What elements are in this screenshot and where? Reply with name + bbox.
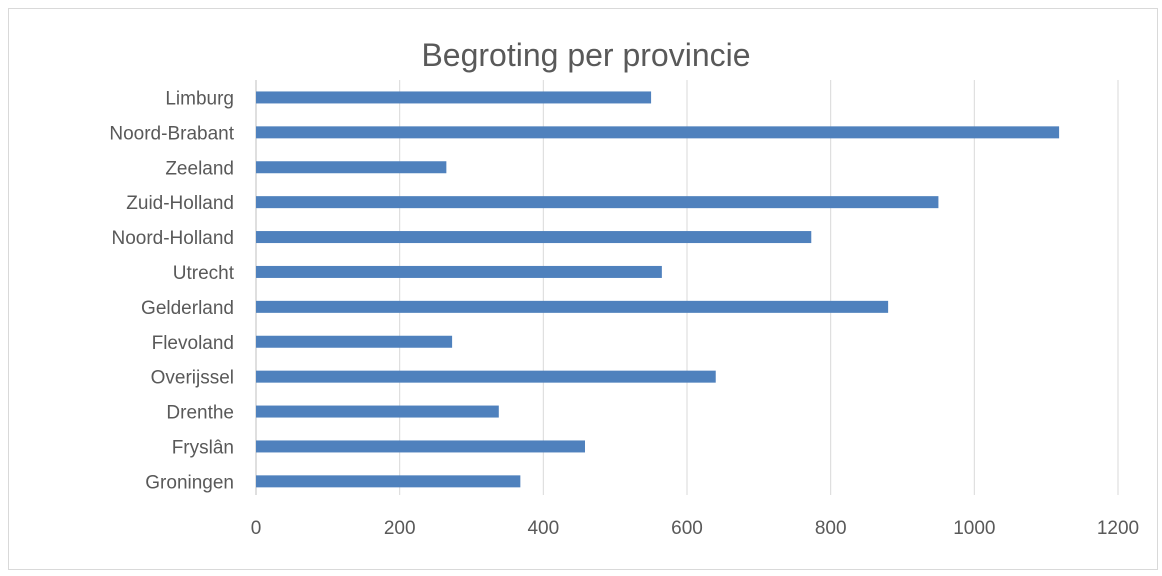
bar xyxy=(256,475,521,488)
bar xyxy=(256,370,716,383)
x-tick-label: 600 xyxy=(671,518,703,539)
category-label: Flevoland xyxy=(152,333,234,354)
bar xyxy=(256,335,453,348)
category-label: Noord-Holland xyxy=(111,228,234,249)
category-label: Fryslân xyxy=(172,437,234,458)
category-labels: Limburg Noord-Brabant Zeeland Zuid-Holland N… xyxy=(109,88,234,493)
category-label: Zeeland xyxy=(165,158,234,179)
bar xyxy=(256,161,447,174)
bar xyxy=(256,405,499,418)
bar xyxy=(256,196,939,209)
bar xyxy=(256,231,812,244)
x-tick-label: 800 xyxy=(815,518,847,539)
category-label: Utrecht xyxy=(173,263,235,284)
category-label: Overijssel xyxy=(151,368,234,389)
chart-title: Begroting per provincie xyxy=(421,37,750,73)
gridlines xyxy=(255,80,1119,495)
category-label: Limburg xyxy=(165,88,234,109)
bar xyxy=(256,91,652,104)
bar xyxy=(256,126,1060,139)
bar xyxy=(256,300,889,313)
x-tick-label: 200 xyxy=(384,518,416,539)
category-label: Gelderland xyxy=(141,298,234,319)
category-label: Groningen xyxy=(145,472,234,493)
category-label: Drenthe xyxy=(166,403,234,424)
bar xyxy=(256,265,662,278)
category-label: Noord-Brabant xyxy=(109,123,234,144)
x-tick-label: 400 xyxy=(527,518,559,539)
bar xyxy=(256,440,585,453)
bars xyxy=(256,91,1060,488)
x-tick-label: 1200 xyxy=(1097,518,1139,539)
x-tick-label: 0 xyxy=(251,518,262,539)
category-label: Zuid-Holland xyxy=(126,193,234,214)
x-axis-tick-labels: 0 200 400 600 800 1000 1200 xyxy=(251,518,1139,539)
x-tick-label: 1000 xyxy=(953,518,995,539)
